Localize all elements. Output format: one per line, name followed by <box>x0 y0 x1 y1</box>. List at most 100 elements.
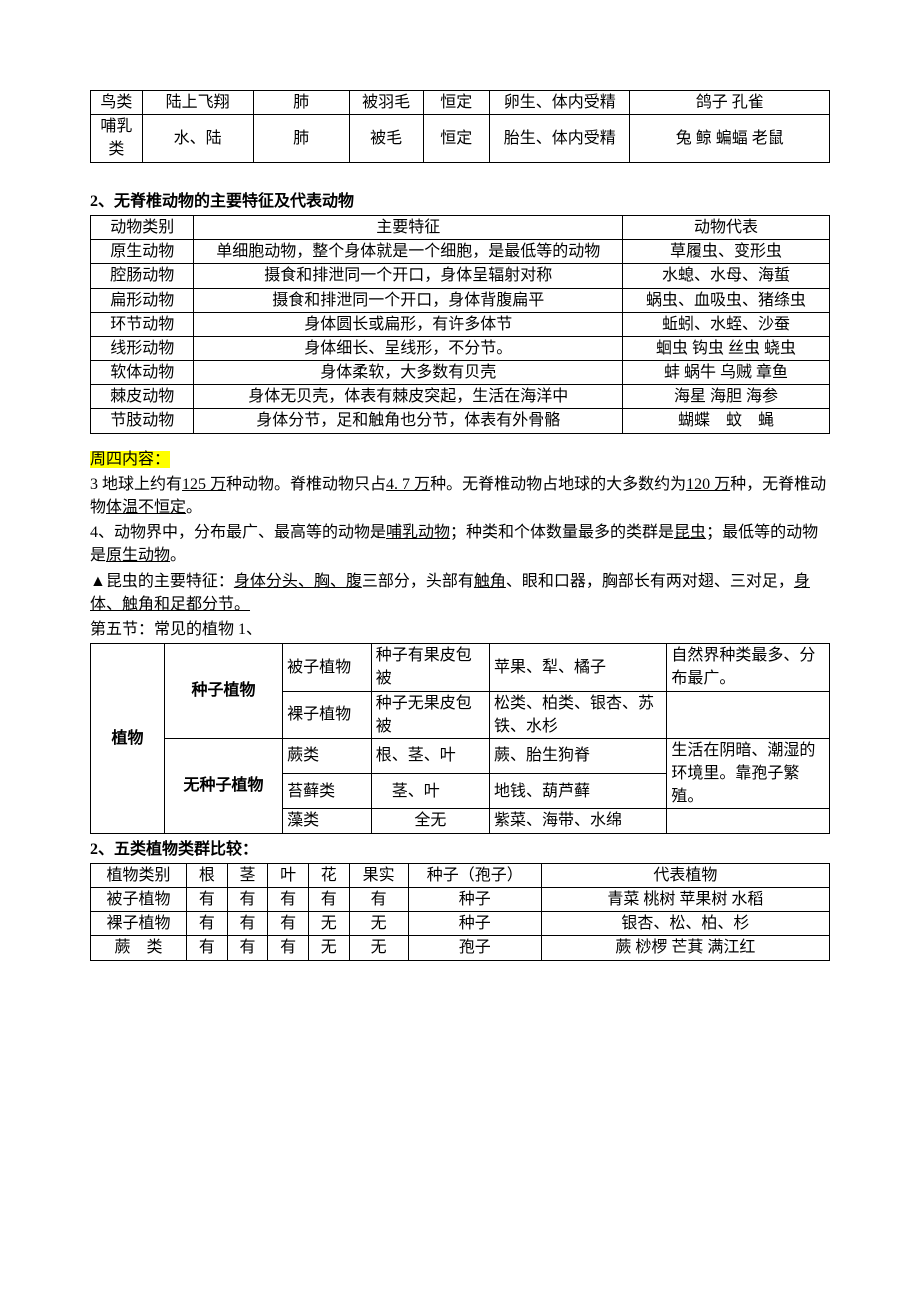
cell: 有 <box>349 888 408 912</box>
table-row: 动物类别 主要特征 动物代表 <box>91 215 830 239</box>
cell: 根 <box>187 863 228 887</box>
table-row: 软体动物身体柔软，大多数有贝壳蚌 蜗牛 乌贼 章鱼 <box>91 361 830 385</box>
cell: 身体细长、呈线形，不分节。 <box>194 336 623 360</box>
text: 4、动物界中，分布最广、最高等的动物是 <box>90 524 386 541</box>
table-row: 蕨 类有有有无无孢子蕨 桫椤 芒萁 满江红 <box>91 936 830 960</box>
text: 3 地球上约有 <box>90 476 182 493</box>
cell: 卵生、体内受精 <box>490 91 630 115</box>
table-row: 植物类别 根 茎 叶 花 果实 种子（孢子） 代表植物 <box>91 863 830 887</box>
cell: 有 <box>227 936 268 960</box>
cell: 有 <box>268 888 309 912</box>
cell: 有 <box>227 888 268 912</box>
cell: 种子有果皮包被 <box>371 644 489 691</box>
text: 种。无脊椎动物占地球的大多数约为 <box>430 476 686 493</box>
cell: 蕨 类 <box>91 936 187 960</box>
cell: 有 <box>227 912 268 936</box>
cell: 种子 <box>408 912 541 936</box>
cell: 根、茎、叶 <box>371 738 489 773</box>
table-plant-compare: 植物类别 根 茎 叶 花 果实 种子（孢子） 代表植物 被子植物有有有有有种子青… <box>90 863 830 961</box>
paragraph: ▲昆虫的主要特征：身体分头、胸、腹三部分，头部有触角、眼和口器，胸部长有两对翅、… <box>90 570 830 616</box>
cell: 生活在阴暗、潮湿的环境里。靠孢子繁殖。 <box>667 738 830 809</box>
text-underline: 哺乳动物 <box>386 524 450 541</box>
table-row: 原生动物单细胞动物，整个身体就是一个细胞，是最低等的动物草履虫、变形虫 <box>91 240 830 264</box>
cell: 蕨 桫椤 芒萁 满江红 <box>541 936 829 960</box>
cell: 有 <box>187 936 228 960</box>
text: 三部分，头部有 <box>362 573 474 590</box>
cell: 种子（孢子） <box>408 863 541 887</box>
cell: 动物代表 <box>623 215 830 239</box>
table-row: 植物 种子植物 被子植物 种子有果皮包被 苹果、犁、橘子 自然界种类最多、分布最… <box>91 644 830 691</box>
table-invertebrates: 动物类别 主要特征 动物代表 原生动物单细胞动物，整个身体就是一个细胞，是最低等… <box>90 215 830 434</box>
text: 。 <box>170 547 186 564</box>
cell: 孢子 <box>408 936 541 960</box>
cell: 藻类 <box>283 809 372 833</box>
cell: 线形动物 <box>91 336 194 360</box>
cell: 环节动物 <box>91 312 194 336</box>
table-row: 环节动物身体圆长或扁形，有许多体节蚯蚓、水蛭、沙蚕 <box>91 312 830 336</box>
cell: 被子植物 <box>91 888 187 912</box>
heading-plant-compare: 2、五类植物类群比较： <box>90 838 830 861</box>
table-row: 线形动物身体细长、呈线形，不分节。蛔虫 钩虫 丝虫 蛲虫 <box>91 336 830 360</box>
cell: 松类、柏类、银杏、苏铁、水杉 <box>490 691 667 738</box>
cell: 蚌 蜗牛 乌贼 章鱼 <box>623 361 830 385</box>
cell: 海星 海胆 海参 <box>623 385 830 409</box>
cell: 被毛 <box>349 115 423 162</box>
cell: 扁形动物 <box>91 288 194 312</box>
text: 。 <box>186 499 202 516</box>
cell: 茎、叶 <box>371 774 489 809</box>
text: 种动物。脊椎动物只占 <box>226 476 386 493</box>
cell: 花 <box>308 863 349 887</box>
cell: 兔 鲸 蝙蝠 老鼠 <box>630 115 830 162</box>
cell <box>667 809 830 833</box>
cell: 代表植物 <box>541 863 829 887</box>
cell: 苔藓类 <box>283 774 372 809</box>
paragraph: 4、动物界中，分布最广、最高等的动物是哺乳动物；种类和个体数量最多的类群是昆虫；… <box>90 521 830 567</box>
text-underline: 120 万 <box>686 476 730 493</box>
cell: 有 <box>268 936 309 960</box>
cell: 地钱、葫芦藓 <box>490 774 667 809</box>
cell: 蕨类 <box>283 738 372 773</box>
cell: 摄食和排泄同一个开口，身体呈辐射对称 <box>194 264 623 288</box>
cell: 苹果、犁、橘子 <box>490 644 667 691</box>
cell: 恒定 <box>423 115 490 162</box>
cell: 蜗虫、血吸虫、猪绦虫 <box>623 288 830 312</box>
cell: 哺乳类 <box>91 115 143 162</box>
cell: 自然界种类最多、分布最广。 <box>667 644 830 691</box>
table-row: 节肢动物身体分节，足和触角也分节，体表有外骨骼蝴蝶 蚊 蝇 <box>91 409 830 433</box>
cell: 有 <box>268 912 309 936</box>
table-plants: 植物 种子植物 被子植物 种子有果皮包被 苹果、犁、橘子 自然界种类最多、分布最… <box>90 643 830 834</box>
heading-invertebrates: 2、无脊椎动物的主要特征及代表动物 <box>90 190 830 213</box>
cell: 种子植物 <box>164 644 282 739</box>
cell: 恒定 <box>423 91 490 115</box>
cell: 蕨、胎生狗脊 <box>490 738 667 773</box>
table-vertebrates-cont: 鸟类 陆上飞翔 肺 被羽毛 恒定 卵生、体内受精 鸽子 孔雀 哺乳类 水、陆 肺… <box>90 90 830 163</box>
cell: 种子 <box>408 888 541 912</box>
table-row: 鸟类 陆上飞翔 肺 被羽毛 恒定 卵生、体内受精 鸽子 孔雀 <box>91 91 830 115</box>
text-underline: 身体分头、胸、腹 <box>234 573 362 590</box>
cell: 草履虫、变形虫 <box>623 240 830 264</box>
cell: 节肢动物 <box>91 409 194 433</box>
cell: 水螅、水母、海蜇 <box>623 264 830 288</box>
cell: 被羽毛 <box>349 91 423 115</box>
cell: 动物类别 <box>91 215 194 239</box>
cell: 棘皮动物 <box>91 385 194 409</box>
text-underline: 昆虫 <box>674 524 706 541</box>
cell: 紫菜、海带、水绵 <box>490 809 667 833</box>
table-row: 哺乳类 水、陆 肺 被毛 恒定 胎生、体内受精 兔 鲸 蝙蝠 老鼠 <box>91 115 830 162</box>
text-underline: 触角 <box>474 573 506 590</box>
text-underline: 125 万 <box>182 476 226 493</box>
cell: 全无 <box>371 809 489 833</box>
cell: 无种子植物 <box>164 738 282 833</box>
cell: 青菜 桃树 苹果树 水稻 <box>541 888 829 912</box>
table-row: 腔肠动物摄食和排泄同一个开口，身体呈辐射对称水螅、水母、海蜇 <box>91 264 830 288</box>
text-underline: 原生动物 <box>106 547 170 564</box>
table-row: 无种子植物 蕨类 根、茎、叶 蕨、胎生狗脊 生活在阴暗、潮湿的环境里。靠孢子繁殖… <box>91 738 830 773</box>
table-row: 扁形动物摄食和排泄同一个开口，身体背腹扁平蜗虫、血吸虫、猪绦虫 <box>91 288 830 312</box>
cell: 身体柔软，大多数有贝壳 <box>194 361 623 385</box>
cell: 水、陆 <box>142 115 253 162</box>
cell: 单细胞动物，整个身体就是一个细胞，是最低等的动物 <box>194 240 623 264</box>
table-row: 棘皮动物身体无贝壳，体表有棘皮突起，生活在海洋中海星 海胆 海参 <box>91 385 830 409</box>
cell: 身体无贝壳，体表有棘皮突起，生活在海洋中 <box>194 385 623 409</box>
paragraph: 3 地球上约有125 万种动物。脊椎动物只占4. 7 万种。无脊椎动物占地球的大… <box>90 473 830 519</box>
cell: 腔肠动物 <box>91 264 194 288</box>
